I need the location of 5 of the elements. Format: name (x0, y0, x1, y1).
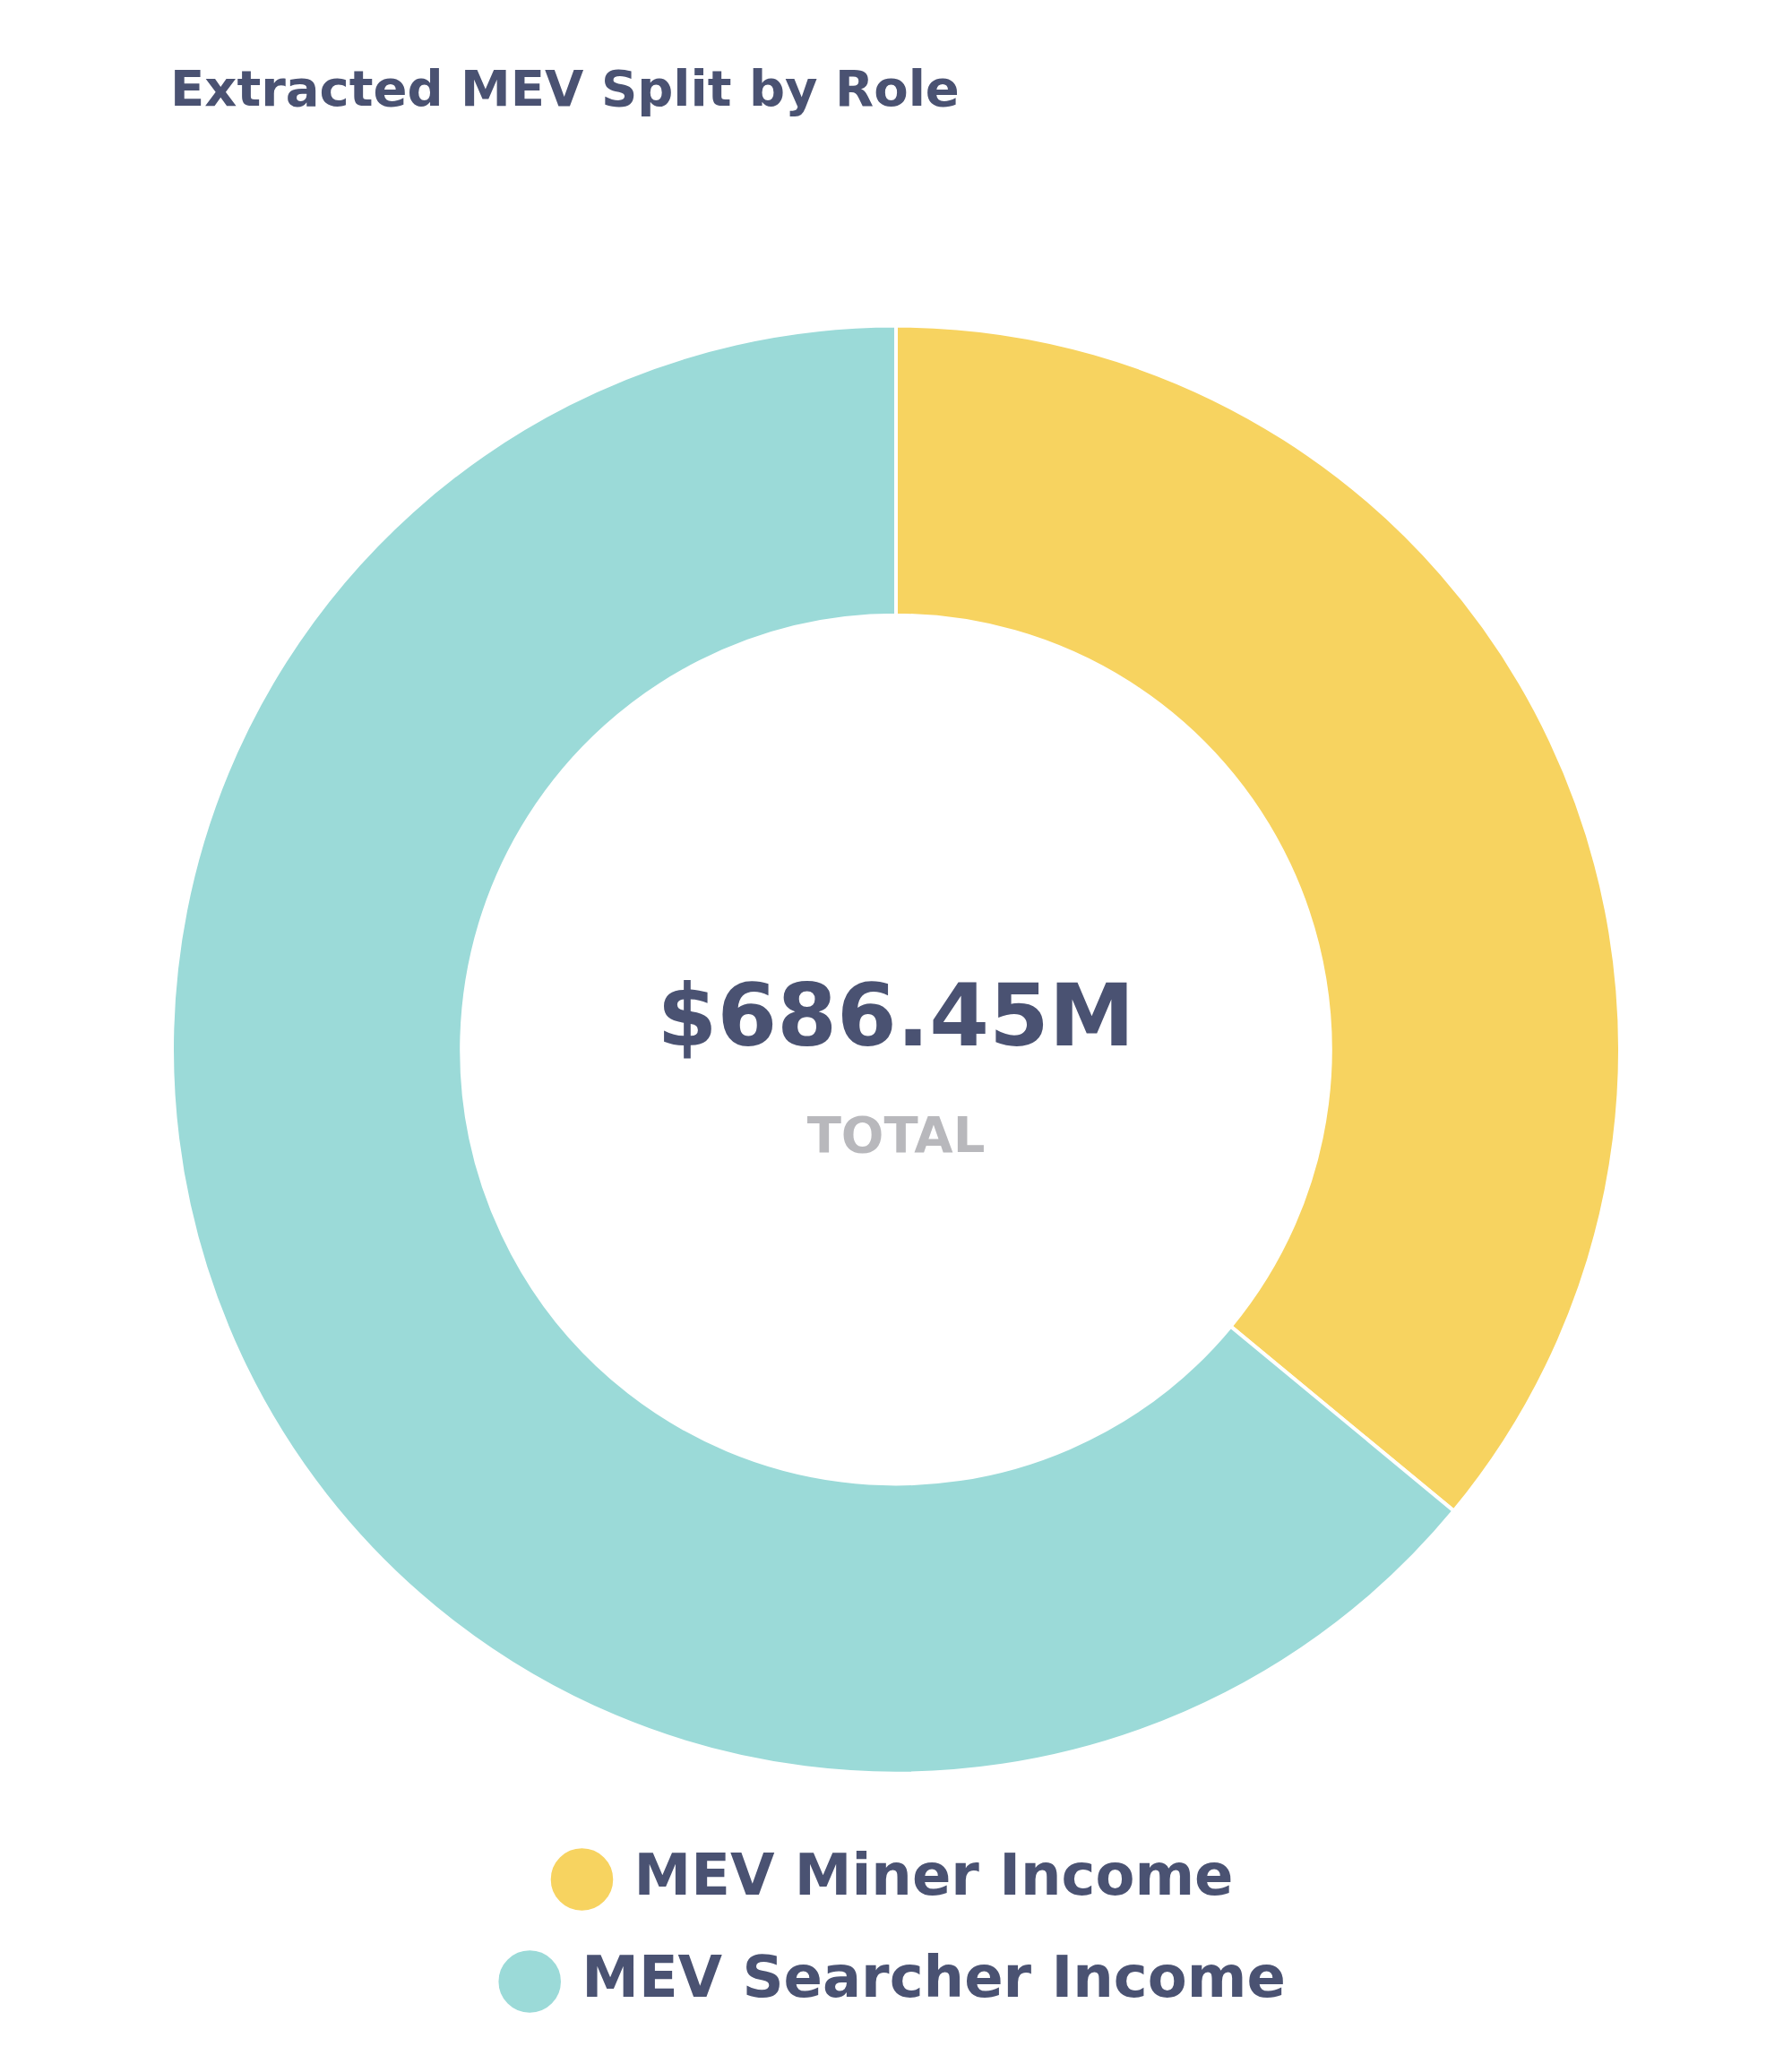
legend-label: MEV Searcher Income (582, 1943, 1286, 2010)
text: $686.45M (657, 965, 1135, 1066)
legend-label: MEV Miner Income (633, 1841, 1234, 1908)
text: TOTAL (806, 1105, 986, 1165)
chart-title: Extracted MEV Split by Role (170, 59, 960, 118)
